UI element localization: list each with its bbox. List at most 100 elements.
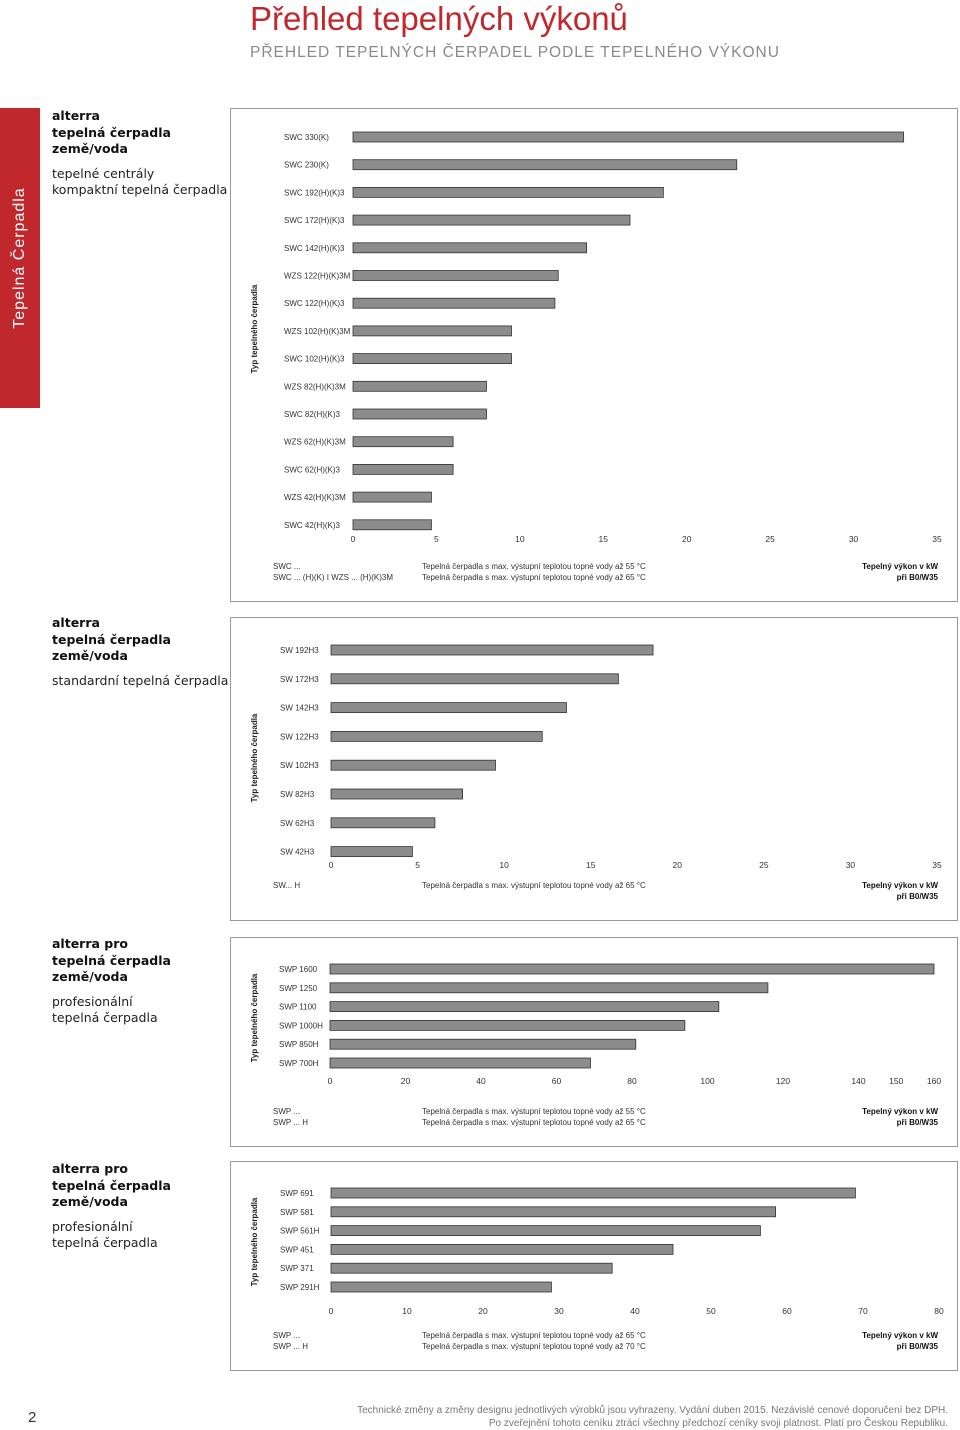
chart-4-legend-code: SWP ... H — [273, 1342, 308, 1351]
chart-3-x-tick-label: 100 — [700, 1076, 714, 1086]
chart-4-bar — [330, 1187, 856, 1199]
chart-1-legend-text: Tepelná čerpadla s max. výstupní teploto… — [422, 562, 646, 571]
chart-1-category-label: WZS 122(H)(K)3M — [284, 272, 351, 281]
chart-4-category-label: SWP 561H — [280, 1227, 320, 1236]
chart-4-bar — [330, 1225, 761, 1236]
chart-1-bar — [352, 519, 432, 531]
chart-3-bar — [329, 1001, 720, 1012]
chart-2-bar — [330, 759, 496, 771]
chart-2-category-label: SW 82H3 — [280, 790, 315, 799]
chart-3-category-label: SWP 850H — [279, 1040, 319, 1049]
chart-1-bar — [352, 214, 631, 226]
chart-1-x-tick-label: 30 — [849, 534, 859, 544]
section-2-title-line-3: země/voda — [52, 648, 128, 663]
chart-1-y-axis-label: Typ tepelného čerpadla — [250, 284, 259, 373]
chart-1-bar — [352, 380, 487, 392]
chart-3-x-tick-label: 150 — [889, 1076, 903, 1086]
chart-1-unit-label: Tepelný výkon v kW — [862, 562, 938, 571]
chart-2-bar — [330, 788, 463, 800]
chart-4-category-label: SWP 291H — [280, 1283, 320, 1292]
chart-3-x-tick-label: 160 — [927, 1076, 941, 1086]
chart-3-legend-text: Tepelná čerpadla s max. výstupní teploto… — [422, 1107, 646, 1116]
section-3-title-line-2: tepelná čerpadla — [52, 952, 171, 968]
chart-4-bar — [330, 1244, 674, 1255]
chart-2-bar — [330, 702, 567, 713]
chart-4-x-tick-label: 30 — [554, 1306, 564, 1316]
section-1-title-line-3: země/voda — [52, 141, 128, 156]
section-3-sub-line-2: tepelná čerpadla — [52, 1010, 158, 1025]
chart-3-bar — [329, 1038, 637, 1050]
section-4-title-line-3: země/voda — [52, 1194, 128, 1209]
chart-4-bar — [330, 1262, 613, 1274]
chart-2-unit-label: Tepelný výkon v kW — [862, 881, 938, 890]
chart-1-svg: Typ tepelného čerpadla SWC 330(K) SWC 230(… — [250, 131, 942, 582]
chart-2-bar — [330, 644, 654, 656]
chart-1-x-tick-label: 20 — [682, 534, 692, 544]
section-4-title-line-2: tepelná čerpadla — [52, 1177, 171, 1193]
chart-2-category-label: SW 172H3 — [280, 675, 319, 684]
chart-3-category-label: SWP 700H — [279, 1059, 319, 1068]
chart-3-unit-label: Tepelný výkon v kW — [862, 1107, 938, 1116]
chart-panel-1: Typ tepelného čerpadla SWC 330(K) SWC 230(… — [230, 108, 958, 602]
chart-3-y-axis-label: Typ tepelného čerpadla — [250, 973, 259, 1062]
section-2-title-line-1: alterra — [52, 615, 100, 630]
chart-2-x-tick-label: 30 — [846, 860, 856, 870]
side-tab: Tepelná Čerpadla — [0, 108, 40, 408]
chart-3-x-tick-label: 40 — [476, 1076, 486, 1086]
side-tab-label: Tepelná Čerpadla — [11, 187, 28, 329]
chart-3-legend-text: Tepelná čerpadla s max. výstupní teploto… — [422, 1118, 646, 1127]
chart-2-x-tick-label: 0 — [329, 860, 334, 870]
chart-3-bar — [329, 1020, 686, 1031]
chart-4-x-tick-label: 50 — [706, 1306, 716, 1316]
chart-2-bar — [330, 673, 619, 685]
chart-4-bar — [330, 1206, 777, 1218]
chart-1-x-tick-label: 15 — [599, 534, 609, 544]
chart-1-bar — [352, 270, 559, 281]
chart-2-x-tick-label: 15 — [586, 860, 596, 870]
chart-1-category-label: SWC 82(H)(K)3 — [284, 410, 341, 419]
section-3-sub-line-1: profesionální — [52, 993, 133, 1009]
chart-3-x-tick-label: 60 — [552, 1076, 562, 1086]
chart-panel-4: Typ tepelného čerpadla SWP 691 SWP 581 SWP … — [230, 1161, 958, 1371]
chart-2-bar — [330, 846, 413, 858]
section-2-sub-line-1: standardní tepelná čerpadla — [52, 672, 229, 688]
section-4-sub-line-2: tepelná čerpadla — [52, 1235, 158, 1250]
chart-2-y-axis-label: Typ tepelného čerpadla — [250, 713, 259, 802]
chart-2-unit-label: při B0/W35 — [897, 892, 939, 901]
chart-1-legend-text: Tepelná čerpadla s max. výstupní teploto… — [422, 573, 646, 582]
chart-4-category-label: SWP 371 — [280, 1264, 314, 1273]
chart-4-unit-label: Tepelný výkon v kW — [862, 1331, 938, 1340]
chart-2-category-label: SW 142H3 — [280, 704, 319, 713]
section-1-title-line-1: alterra — [52, 108, 100, 123]
chart-2-x-tick-label: 20 — [673, 860, 683, 870]
chart-3-bar — [329, 1057, 591, 1069]
chart-1-bar — [352, 297, 556, 309]
chart-3-legend-code: SWP ... H — [273, 1118, 308, 1127]
chart-1-bar — [352, 325, 512, 337]
section-1-heading: alterra tepelná čerpadla země/voda tepel… — [52, 108, 227, 199]
chart-3-category-label: SWP 1000H — [279, 1021, 323, 1030]
chart-4-x-tick-label: 40 — [630, 1306, 640, 1316]
section-1-title-line-2: tepelná čerpadla — [52, 124, 171, 140]
section-2-heading: alterra tepelná čerpadla země/voda stand… — [52, 615, 228, 689]
chart-1-bar — [352, 159, 738, 171]
chart-3-svg: Typ tepelného čerpadla SWP 1600 SWP 1250 SW… — [250, 963, 941, 1127]
chart-1-bar — [352, 491, 432, 503]
chart-1-bar — [352, 463, 454, 475]
section-2-title-line-2: tepelná čerpadla — [52, 631, 171, 647]
chart-3-bar — [329, 982, 769, 994]
chart-1-category-label: SWC 230(K) — [284, 161, 329, 170]
chart-3-x-tick-label: 0 — [328, 1076, 333, 1086]
chart-1-legend-code: SWC ... (H)(K) I WZS ... (H)(K)3M — [273, 573, 393, 582]
chart-3-category-label: SWP 1600 — [279, 965, 318, 974]
chart-4-category-label: SWP 451 — [280, 1245, 314, 1254]
chart-1-category-label: SWC 330(K) — [284, 133, 329, 142]
chart-2-category-label: SW 62H3 — [280, 819, 315, 828]
chart-1-x-tick-label: 10 — [515, 534, 525, 544]
chart-2-category-label: SW 122H3 — [280, 732, 319, 741]
chart-3-category-label: SWP 1250 — [279, 984, 318, 993]
chart-1-unit-label: při B0/W35 — [897, 573, 939, 582]
chart-4-legend-text: Tepelná čerpadla s max. výstupní teploto… — [422, 1331, 646, 1340]
chart-panel-3: Typ tepelného čerpadla SWP 1600 SWP 1250 SW… — [230, 937, 958, 1147]
chart-2-x-tick-label: 35 — [932, 860, 942, 870]
